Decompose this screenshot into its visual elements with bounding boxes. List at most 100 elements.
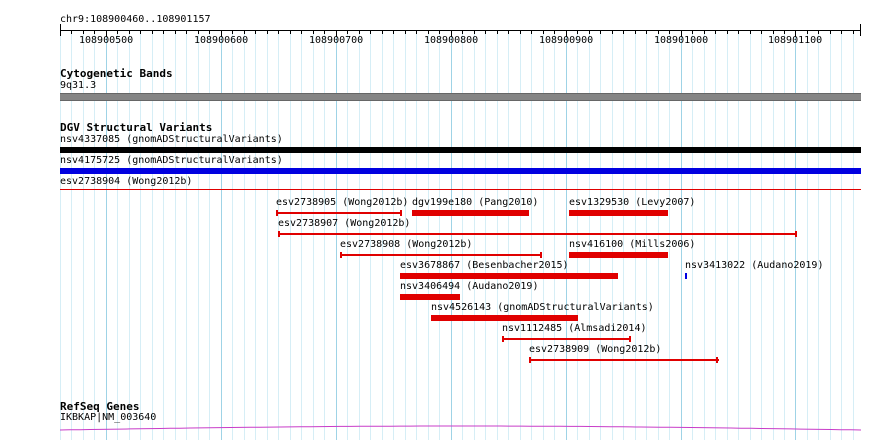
dgv-variant-label[interactable]: esv2738908 (Wong2012b)	[340, 239, 473, 250]
ruler-minor-tick	[589, 30, 590, 34]
gridline	[140, 30, 141, 440]
ruler-minor-tick	[60, 30, 61, 34]
dgv-variant-label[interactable]: nsv416100 (Mills2006)	[569, 239, 696, 250]
dgv-variant-bar[interactable]	[569, 252, 668, 258]
cytoband-label: 9q31.3	[60, 80, 97, 91]
gridline	[255, 30, 256, 440]
gridline	[566, 30, 567, 440]
dgv-variant-label[interactable]: esv1329530 (Levy2007)	[569, 197, 696, 208]
dgv-variant-label[interactable]: nsv4175725 (gnomADStructuralVariants)	[60, 155, 283, 166]
dgv-variant-label[interactable]: nsv1112485 (Almsadi2014)	[502, 323, 647, 334]
gridline	[405, 30, 406, 440]
dgv-variant-label[interactable]: esv2738907 (Wong2012b)	[278, 218, 411, 229]
ruler-major-tick	[106, 30, 107, 37]
gridline	[853, 30, 854, 440]
cytoband-track-title: Cytogenetic Bands	[60, 67, 173, 80]
ruler-tick-label: 108901000	[654, 35, 709, 46]
dgv-variant-label[interactable]: nsv3406494 (Audano2019)	[400, 281, 539, 292]
cytoband-bar[interactable]	[60, 93, 861, 101]
dgv-variant-bar[interactable]	[60, 147, 861, 153]
ruler-minor-tick	[83, 30, 84, 34]
gridline	[543, 30, 544, 440]
dgv-variant-end-cap	[629, 336, 631, 342]
dgv-variant-end-cap	[716, 357, 718, 363]
dgv-variant-bar[interactable]	[431, 315, 578, 321]
gridline	[428, 30, 429, 440]
dgv-variant-bar[interactable]	[569, 210, 668, 216]
ruler-minor-tick	[198, 30, 199, 34]
ruler-minor-tick	[474, 30, 475, 34]
ruler-major-tick	[451, 30, 452, 37]
ruler-minor-tick	[244, 30, 245, 34]
ruler-minor-tick	[140, 30, 141, 34]
gridline	[773, 30, 774, 440]
ruler-tick-label: 108900900	[539, 35, 594, 46]
dgv-variant-bar[interactable]	[60, 168, 861, 174]
ruler-minor-tick	[393, 30, 394, 34]
gridline	[520, 30, 521, 440]
gridline	[554, 30, 555, 440]
gridline	[152, 30, 153, 440]
ruler-minor-tick	[784, 30, 785, 34]
ruler-minor-tick	[727, 30, 728, 34]
gridline	[336, 30, 337, 440]
gridline	[370, 30, 371, 440]
dgv-variant-label[interactable]: esv3678867 (Besenbacher2015)	[400, 260, 569, 271]
gridline	[704, 30, 705, 440]
ruler-minor-tick	[600, 30, 601, 34]
dgv-variant-line[interactable]	[60, 189, 861, 190]
dgv-variant-label[interactable]: nsv4337085 (gnomADStructuralVariants)	[60, 134, 283, 145]
ruler-minor-tick	[175, 30, 176, 34]
dgv-variant-bar[interactable]	[400, 294, 460, 300]
dgv-variant-label[interactable]: nsv3413022 (Audano2019)	[685, 260, 824, 271]
dgv-variant-label[interactable]: nsv4526143 (gnomADStructuralVariants)	[431, 302, 654, 313]
ruler-minor-tick	[830, 30, 831, 34]
gridline	[106, 30, 107, 440]
dgv-variant-bar[interactable]	[412, 210, 529, 216]
gridline	[232, 30, 233, 440]
gridline	[347, 30, 348, 440]
gridline	[209, 30, 210, 440]
dgv-variant-label[interactable]: esv2738904 (Wong2012b)	[60, 176, 193, 187]
gridline	[244, 30, 245, 440]
gridline	[784, 30, 785, 440]
ruler-tick-label: 108900700	[309, 35, 364, 46]
gridline	[301, 30, 302, 440]
dgv-variant-line[interactable]	[278, 233, 796, 235]
ruler-minor-tick	[129, 30, 130, 34]
ruler-minor-tick	[382, 30, 383, 34]
dgv-variant-label[interactable]: dgv199e180 (Pang2010)	[412, 197, 539, 208]
gridline	[635, 30, 636, 440]
ruler-minor-tick	[405, 30, 406, 34]
ruler-minor-tick	[841, 30, 842, 34]
refseq-gene-label[interactable]: IKBKAP|NM_003640	[60, 412, 157, 423]
refseq-track-title: RefSeq Genes	[60, 400, 140, 413]
gridline	[692, 30, 693, 440]
gridline	[290, 30, 291, 440]
ruler-major-tick	[336, 30, 337, 37]
gridline	[807, 30, 808, 440]
gridline	[761, 30, 762, 440]
dgv-variant-line[interactable]	[529, 359, 719, 361]
refseq-gene-line[interactable]	[59, 420, 862, 440]
dgv-variant-line[interactable]	[340, 254, 541, 256]
gridline	[359, 30, 360, 440]
dgv-variant-line[interactable]	[276, 212, 402, 214]
ruler-minor-tick	[152, 30, 153, 34]
ruler-minor-tick	[750, 30, 751, 34]
ruler-end-cap	[860, 24, 861, 36]
dgv-variant-point[interactable]	[685, 273, 687, 279]
gridline	[750, 30, 751, 440]
ruler-minor-tick	[497, 30, 498, 34]
gridline	[681, 30, 682, 440]
gridline	[313, 30, 314, 440]
dgv-variant-bar[interactable]	[400, 273, 618, 279]
dgv-variant-line[interactable]	[502, 338, 631, 340]
dgv-variant-end-cap	[400, 210, 402, 216]
gridline	[175, 30, 176, 440]
dgv-variant-label[interactable]: esv2738909 (Wong2012b)	[529, 344, 662, 355]
gridline	[818, 30, 819, 440]
dgv-variant-label[interactable]: esv2738905 (Wong2012b)	[276, 197, 409, 208]
ruler-minor-tick	[669, 30, 670, 34]
ruler-minor-tick	[71, 30, 72, 34]
